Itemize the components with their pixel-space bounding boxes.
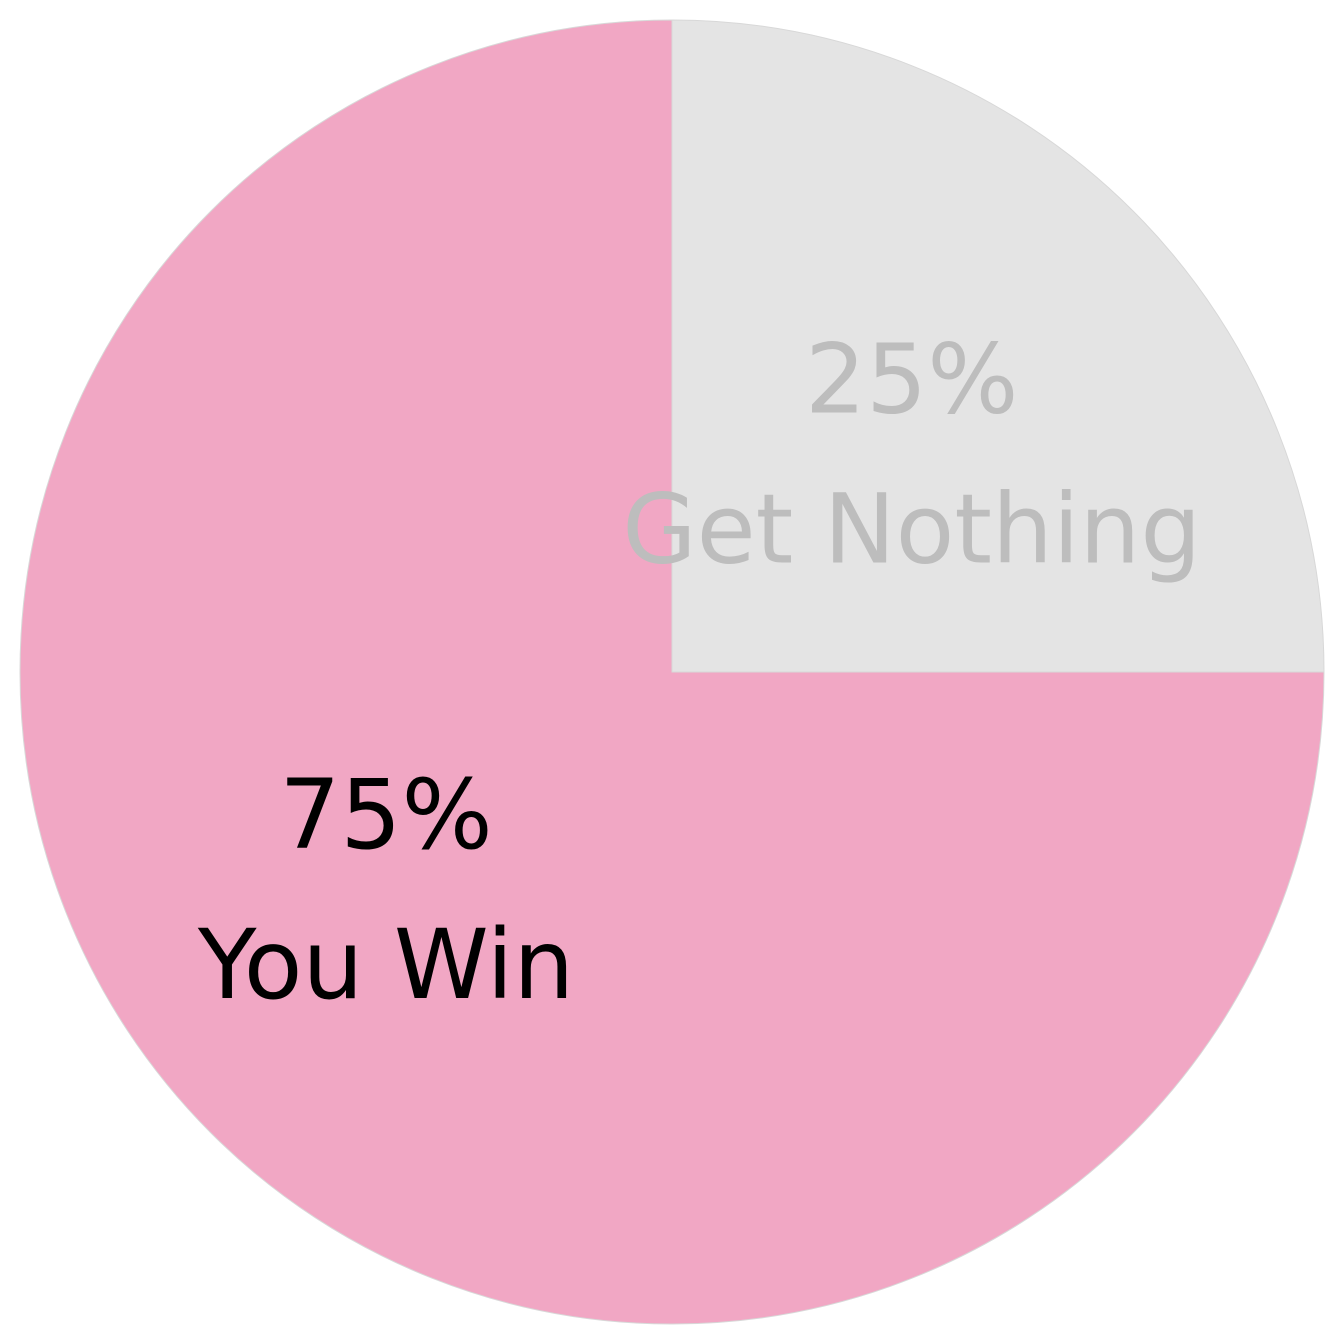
slice-percent-label: 25% (805, 323, 1018, 435)
pie-labels: 25% Get Nothing 75% You Win (197, 323, 1201, 1021)
pie-slices (19, 19, 1325, 1325)
slice-category-label: Get Nothing (622, 473, 1201, 585)
slice-percent-label: 75% (279, 759, 492, 871)
pie-slice-get-nothing (671, 19, 1325, 673)
slice-category-label: You Win (197, 909, 574, 1021)
pie-slice-you-win (19, 19, 1325, 1325)
